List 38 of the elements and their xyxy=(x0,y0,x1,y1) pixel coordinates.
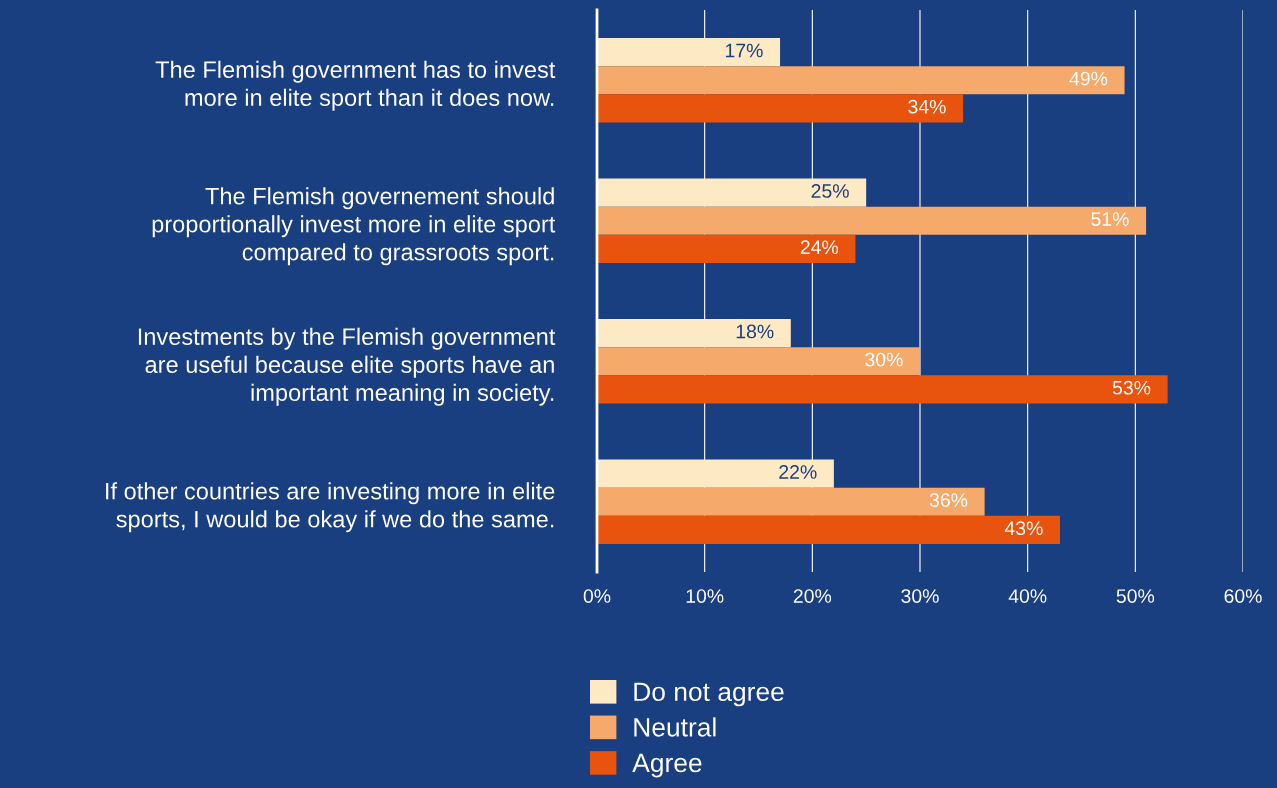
data-label: 18% xyxy=(736,324,774,339)
y-tick-label: The Flemish government has to invest more in elite sport than it does now. xyxy=(155,60,556,111)
bar xyxy=(597,515,1060,544)
bar xyxy=(597,206,1147,235)
y-tick-label: The Flemish governement should proportionally invest more in elite sport compared to grassroots sport. xyxy=(152,187,556,266)
x-tick-label: 50% xyxy=(1116,589,1155,603)
bar xyxy=(597,347,920,376)
data-label: 53% xyxy=(1112,380,1151,395)
bar xyxy=(597,375,1168,404)
bar xyxy=(597,94,964,123)
bar xyxy=(597,178,867,207)
data-label: 17% xyxy=(725,43,763,58)
x-tick-label: 30% xyxy=(901,589,939,603)
y-tick-label: If other countries are investing more in elite sports, I would be okay if we do the same. xyxy=(106,482,555,533)
x-tick-label: 20% xyxy=(793,589,832,603)
data-label: 30% xyxy=(865,352,903,367)
legend-label: Do not agree xyxy=(634,682,784,707)
data-label: 24% xyxy=(800,240,839,254)
legend-label: Agree xyxy=(632,753,702,778)
bar xyxy=(597,487,985,516)
data-label: 51% xyxy=(1091,212,1129,226)
data-label: 49% xyxy=(1069,71,1108,86)
data-label: 34% xyxy=(908,99,946,114)
data-label: 36% xyxy=(929,493,968,507)
x-tick-label: 10% xyxy=(686,589,724,603)
bar xyxy=(597,66,1125,95)
bar xyxy=(597,38,781,67)
x-tick-label: 40% xyxy=(1008,589,1047,603)
bar xyxy=(597,234,856,263)
bar xyxy=(597,459,834,488)
y-tick-label: Investments by the Flemish government are useful because elite sports have an important meaning in society. xyxy=(138,327,556,406)
data-label: 22% xyxy=(779,465,817,479)
x-tick-label: 60% xyxy=(1224,589,1262,603)
data-label: 25% xyxy=(811,184,849,198)
legend-label: Neutral xyxy=(634,717,716,737)
x-tick-label: 0% xyxy=(583,589,611,603)
data-label: 43% xyxy=(1004,521,1043,536)
bar xyxy=(597,319,791,348)
